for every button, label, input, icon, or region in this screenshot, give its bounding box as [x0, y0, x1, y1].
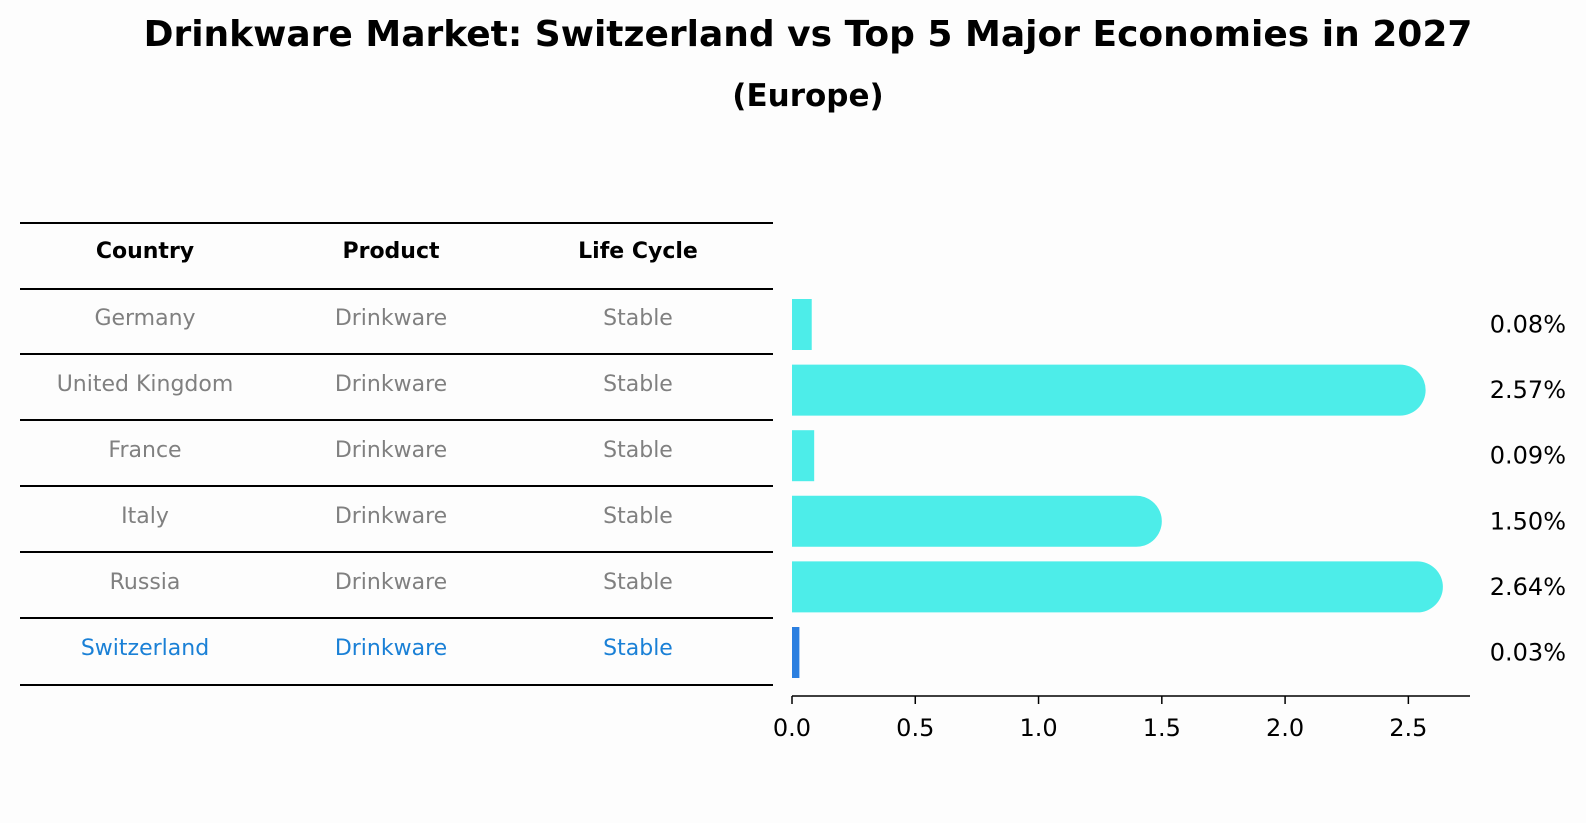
row-country: United Kingdom — [56, 372, 234, 397]
row-country: Italy — [121, 504, 169, 529]
table-top-rule — [20, 222, 773, 224]
row-rule — [20, 617, 773, 619]
row-product: Drinkware — [334, 438, 448, 463]
row-product: Drinkware — [334, 306, 448, 331]
x-tick-label: 1.0 — [1019, 714, 1057, 742]
bar-value-label: 2.64% — [1490, 573, 1566, 601]
x-tick-label: 2.0 — [1266, 714, 1304, 742]
x-tick-label: 0.0 — [773, 714, 811, 742]
bar-value-label: 2.57% — [1490, 376, 1566, 404]
x-tick-label: 2.5 — [1389, 714, 1427, 742]
bar-germany — [792, 299, 812, 350]
chart-subtitle: (Europe) — [732, 78, 884, 114]
chart-title: Drinkware Market: Switzerland vs Top 5 M… — [143, 14, 1473, 55]
header-life-cycle: Life Cycle — [578, 239, 698, 264]
row-country: Russia — [109, 570, 181, 595]
row-country: France — [108, 438, 182, 463]
bar-value-label: 1.50% — [1490, 507, 1566, 535]
x-tick-label: 0.5 — [896, 714, 934, 742]
row-product: Drinkware — [334, 372, 448, 397]
header-rule — [20, 288, 773, 290]
row-life-cycle: Stable — [603, 438, 673, 463]
bar-value-label: 0.09% — [1490, 442, 1566, 470]
bar-value-label: 0.03% — [1490, 639, 1566, 667]
bar-switzerland — [792, 627, 800, 678]
row-product: Drinkware — [334, 504, 448, 529]
bar-russia — [792, 561, 1443, 613]
row-rule — [20, 353, 773, 355]
row-life-cycle: Stable — [603, 570, 673, 595]
row-rule — [20, 419, 773, 421]
bar-france — [792, 430, 815, 482]
row-rule — [20, 551, 773, 553]
header-country: Country — [95, 239, 195, 264]
header-product: Product — [342, 239, 440, 264]
row-country: Switzerland — [80, 636, 210, 661]
row-life-cycle: Stable — [603, 306, 673, 331]
row-product: Drinkware — [334, 636, 448, 661]
row-life-cycle: Stable — [603, 636, 673, 661]
row-life-cycle: Stable — [603, 372, 673, 397]
bar-italy — [792, 495, 1162, 547]
row-country: Germany — [94, 306, 196, 331]
bar-value-label: 0.08% — [1490, 311, 1566, 339]
row-life-cycle: Stable — [603, 504, 673, 529]
x-tick-label: 1.5 — [1143, 714, 1181, 742]
table-bottom-rule — [20, 684, 773, 686]
row-rule — [20, 485, 773, 487]
row-product: Drinkware — [334, 570, 448, 595]
bar-united-kingdom — [792, 364, 1426, 416]
